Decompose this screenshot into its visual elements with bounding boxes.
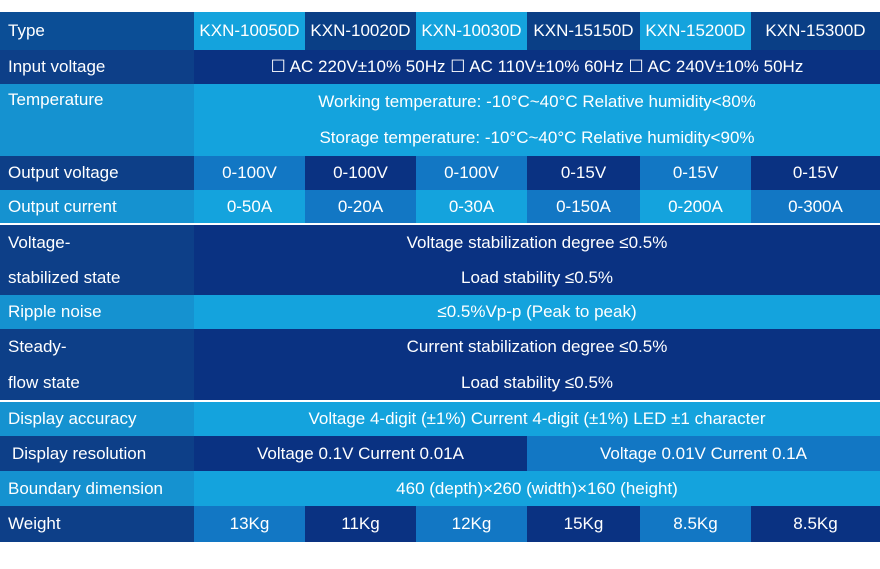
row-boundary-dimension: Boundary dimension 460 (depth)×260 (widt… [0, 471, 880, 506]
value-current-load-stability: Load stability ≤0.5% [194, 365, 880, 401]
row-temperature-1: Temperature Working temperature: -10°C~4… [0, 84, 880, 156]
model-2: KXN-10020D [305, 12, 416, 50]
row-ripple-noise: Ripple noise ≤0.5%Vp-p (Peak to peak) [0, 295, 880, 329]
output-current-6: 0-300A [751, 190, 880, 224]
label-output-voltage: Output voltage [0, 156, 194, 190]
model-4: KXN-15150D [527, 12, 640, 50]
label-temperature: Temperature [0, 84, 194, 156]
value-voltage-load-stability: Load stability ≤0.5% [194, 261, 880, 295]
value-voltage-stabilization-degree: Voltage stabilization degree ≤0.5% [194, 223, 880, 261]
model-3: KXN-10030D [416, 12, 527, 50]
output-current-4: 0-150A [527, 190, 640, 224]
value-current-stabilization-degree: Current stabilization degree ≤0.5% [194, 329, 880, 365]
output-current-5: 0-200A [640, 190, 751, 224]
weight-3: 12Kg [416, 506, 527, 542]
label-voltage-stabilized-line1: Voltage- [0, 223, 194, 261]
row-display-accuracy: Display accuracy Voltage 4-digit (±1%) C… [0, 400, 880, 436]
output-voltage-6: 0-15V [751, 156, 880, 190]
value-resolution-group-a: Voltage 0.1V Current 0.01A [194, 436, 527, 471]
output-voltage-5: 0-15V [640, 156, 751, 190]
row-input-voltage: Input voltage ☐ AC 220V±10% 50Hz ☐ AC 11… [0, 50, 880, 84]
label-weight: Weight [0, 506, 194, 542]
label-voltage-stabilized-line2: stabilized state [0, 261, 194, 295]
value-ripple-noise: ≤0.5%Vp-p (Peak to peak) [194, 295, 880, 329]
value-working-temperature: Working temperature: -10°C~40°C Relative… [194, 84, 880, 120]
output-current-3: 0-30A [416, 190, 527, 224]
output-voltage-1: 0-100V [194, 156, 305, 190]
weight-2: 11Kg [305, 506, 416, 542]
weight-1: 13Kg [194, 506, 305, 542]
model-5: KXN-15200D [640, 12, 751, 50]
label-steady-flow-line2: flow state [0, 365, 194, 401]
row-display-resolution: Display resolution Voltage 0.1V Current … [0, 436, 880, 471]
weight-6: 8.5Kg [751, 506, 880, 542]
row-temperature-2: Storage temperature: -10°C~40°C Relative… [0, 120, 880, 156]
row-output-current: Output current 0-50A 0-20A 0-30A 0-150A … [0, 190, 880, 224]
model-6: KXN-15300D [751, 12, 880, 50]
output-current-2: 0-20A [305, 190, 416, 224]
row-type: Type KXN-10050D KXN-10020D KXN-10030D KX… [0, 12, 880, 50]
label-type: Type [0, 12, 194, 50]
label-boundary-dimension: Boundary dimension [0, 471, 194, 506]
row-steady-flow-2: flow state Load stability ≤0.5% [0, 365, 880, 401]
weight-4: 15Kg [527, 506, 640, 542]
row-voltage-stabilized-2: stabilized state Load stability ≤0.5% [0, 261, 880, 295]
value-storage-temperature: Storage temperature: -10°C~40°C Relative… [194, 120, 880, 156]
row-weight: Weight 13Kg 11Kg 12Kg 15Kg 8.5Kg 8.5Kg [0, 506, 880, 542]
label-display-resolution: Display resolution [0, 436, 194, 471]
row-voltage-stabilized-1: Voltage- Voltage stabilization degree ≤0… [0, 223, 880, 261]
label-steady-flow-line1: Steady- [0, 329, 194, 365]
label-ripple-noise: Ripple noise [0, 295, 194, 329]
output-voltage-2: 0-100V [305, 156, 416, 190]
spec-table: Type KXN-10050D KXN-10020D KXN-10030D KX… [0, 12, 880, 542]
row-output-voltage: Output voltage 0-100V 0-100V 0-100V 0-15… [0, 156, 880, 190]
value-resolution-group-b: Voltage 0.01V Current 0.1A [527, 436, 880, 471]
output-current-1: 0-50A [194, 190, 305, 224]
value-boundary-dimension: 460 (depth)×260 (width)×160 (height) [194, 471, 880, 506]
value-input-voltage: ☐ AC 220V±10% 50Hz ☐ AC 110V±10% 60Hz ☐ … [194, 50, 880, 84]
model-1: KXN-10050D [194, 12, 305, 50]
label-display-accuracy: Display accuracy [0, 400, 194, 436]
label-input-voltage: Input voltage [0, 50, 194, 84]
output-voltage-4: 0-15V [527, 156, 640, 190]
output-voltage-3: 0-100V [416, 156, 527, 190]
weight-5: 8.5Kg [640, 506, 751, 542]
label-output-current: Output current [0, 190, 194, 224]
row-steady-flow-1: Steady- Current stabilization degree ≤0.… [0, 329, 880, 365]
value-display-accuracy: Voltage 4-digit (±1%) Current 4-digit (±… [194, 400, 880, 436]
